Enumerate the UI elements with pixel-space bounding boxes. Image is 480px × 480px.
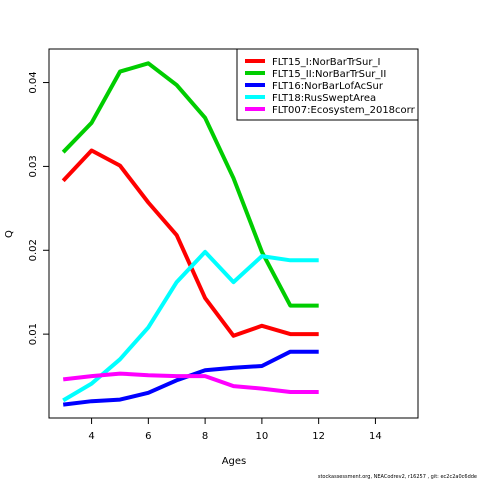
y-tick-label: 0.04 <box>28 71 39 93</box>
legend-label: FLT18:RusSweptArea <box>272 93 376 104</box>
x-tick-label: 12 <box>312 431 325 442</box>
series-line <box>62 349 319 407</box>
series-line <box>61 61 319 308</box>
legend-label: FLT15_I:NorBarTrSur_I <box>272 57 380 68</box>
plot-frame <box>48 48 419 419</box>
y-tick-label: 0.03 <box>28 155 39 177</box>
x-tick-label: 14 <box>369 431 382 442</box>
series-line <box>61 148 319 338</box>
ticks-layer: 4 6 8 10 12 14 0.01 0.02 0.03 0.04 <box>28 71 382 442</box>
y-axis-title: Q <box>4 230 15 238</box>
footer-note: stockassessment.org, NEACodrev2, r16257 … <box>318 474 477 480</box>
legend-label: FLT16:NorBarLofAcSur <box>272 81 384 92</box>
y-tick-label: 0.02 <box>28 239 39 261</box>
x-tick-label: 6 <box>145 431 151 442</box>
y-tick-label: 0.01 <box>28 323 39 345</box>
x-tick-label: 8 <box>202 431 208 442</box>
x-tick-label: 4 <box>88 431 94 442</box>
legend-box <box>236 48 419 121</box>
legend-label: FLT15_II:NorBarTrSur_II <box>272 69 386 80</box>
series-line <box>62 371 319 394</box>
legend: FLT15_I:NorBarTrSur_IFLT15_II:NorBarTrSu… <box>236 48 419 121</box>
x-tick-label: 10 <box>256 431 269 442</box>
x-axis-title: Ages <box>222 456 247 467</box>
series-lines <box>61 61 319 407</box>
series-line <box>62 249 319 403</box>
legend-label: FLT007:Ecosystem_2018corr <box>272 105 416 116</box>
